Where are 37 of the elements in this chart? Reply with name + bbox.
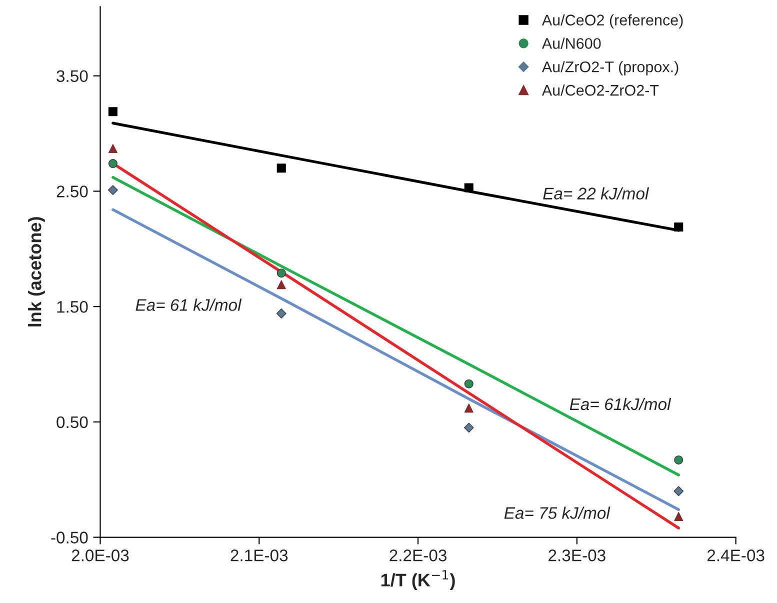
legend-label: Au/CeO2-ZrO2-T xyxy=(542,84,659,96)
point xyxy=(108,107,118,116)
legend-label: Au/N600 xyxy=(542,38,601,49)
point xyxy=(674,222,684,232)
legend-label: Au/ZrO2-T (propox.) xyxy=(542,61,678,76)
legend-label: Au/CeO2 (reference) xyxy=(542,14,683,29)
y-tick-label: 2.50 xyxy=(56,186,88,198)
point xyxy=(108,185,118,196)
point xyxy=(464,379,474,388)
y-axis-title: lnk (acetone) xyxy=(28,217,45,326)
annotation: Ea= 22 kJ/mol xyxy=(543,187,650,200)
point xyxy=(276,280,286,290)
point xyxy=(674,512,684,522)
x-axis-title: 1/T (K$^{−1}$) xyxy=(381,570,455,590)
point xyxy=(276,164,286,173)
point xyxy=(464,404,474,413)
point xyxy=(276,308,286,318)
x-tick-label: 2.1E-03 xyxy=(230,550,288,562)
x-tick-label: 2.3E-03 xyxy=(548,550,606,562)
x-tick-label: 2.2E-03 xyxy=(390,550,446,562)
line-series xyxy=(112,176,680,476)
annotation: Ea= 61kJ/mol xyxy=(570,398,672,410)
y-tick-label: 0.50 xyxy=(56,416,88,428)
point xyxy=(464,183,474,192)
point xyxy=(674,455,684,464)
annotation: Ea= 61 kJ/mol xyxy=(136,298,242,311)
point xyxy=(108,159,118,168)
y-tick-label: -0.50 xyxy=(51,532,88,544)
point xyxy=(276,268,286,278)
annotation: Ea= 75 kJ/mol xyxy=(504,506,610,519)
point xyxy=(464,422,474,433)
point xyxy=(108,144,118,154)
y-tick-label: 3.50 xyxy=(56,70,88,82)
point xyxy=(674,486,684,496)
x-tick-label: 2.0E-03 xyxy=(72,550,129,562)
y-tick-label: 1.50 xyxy=(57,300,88,313)
x-tick-label: 2.4E-03 xyxy=(707,550,764,562)
